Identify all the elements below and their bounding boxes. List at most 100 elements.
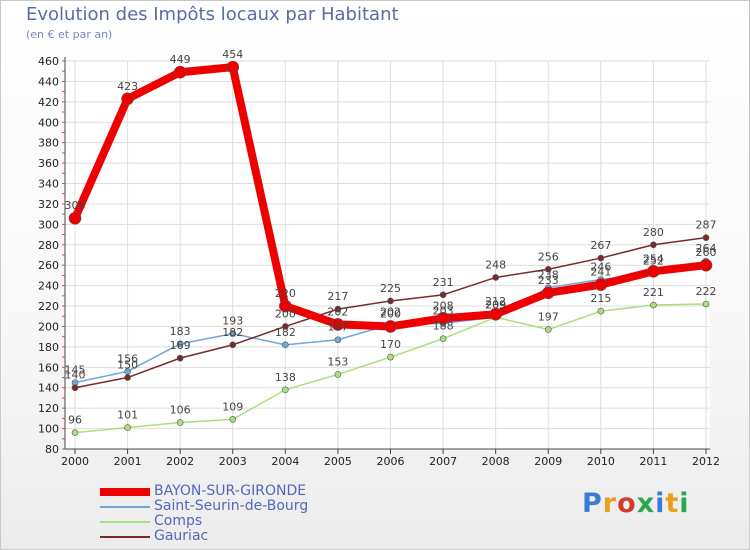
- x-tick-label: 2000: [61, 455, 89, 468]
- data-label-bayon-sur-gironde: 202: [327, 305, 348, 318]
- data-label-bayon-sur-gironde: 241: [590, 266, 611, 279]
- y-tick-label: 260: [38, 259, 59, 272]
- data-label-bayon-sur-gironde: 212: [485, 295, 506, 308]
- data-label-bayon-sur-gironde: 200: [380, 307, 401, 320]
- data-label-comps: 138: [275, 371, 296, 384]
- data-label-bayon-sur-gironde: 254: [643, 252, 664, 265]
- data-point-gauriac: [176, 354, 184, 362]
- data-label-comps: 106: [170, 403, 191, 416]
- legend-swatch-bayon: [100, 488, 150, 496]
- grid-layer: [65, 60, 710, 450]
- logo-letter: P: [582, 488, 603, 519]
- data-point-bayon-sur-gironde: [594, 278, 608, 291]
- y-tick-label: 180: [38, 341, 59, 354]
- x-tick-label: 2001: [114, 455, 142, 468]
- data-point-comps: [387, 353, 394, 361]
- data-label-gauriac: 267: [590, 239, 611, 252]
- data-point-bayon-sur-gironde: [279, 299, 292, 313]
- legend-item-gauriac[interactable]: Gauriac: [100, 528, 360, 545]
- data-point-bayon-sur-gironde: [489, 307, 502, 321]
- y-tick-label: 80: [45, 443, 59, 456]
- data-label-saint-seurin-de-bourg: 202: [380, 305, 401, 318]
- data-point-bayon-sur-gironde: [436, 312, 450, 325]
- y-tick-label: 120: [38, 402, 59, 415]
- legend-swatch-saint-seurin: [100, 506, 150, 508]
- y-tick-label: 360: [38, 157, 59, 170]
- data-point-gauriac: [282, 323, 289, 330]
- chart-title: Evolution des Impôts locaux par Habitant: [26, 4, 399, 25]
- legend-item-comps[interactable]: Comps: [100, 514, 360, 530]
- data-label-saint-seurin-de-bourg: 246: [590, 261, 611, 274]
- data-label-saint-seurin-de-bourg: 183: [170, 325, 191, 338]
- proxiti-logo: Proxiti: [582, 488, 690, 519]
- legend-label-gauriac: Gauriac: [154, 528, 209, 544]
- data-point-bayon-sur-gironde: [699, 258, 713, 272]
- y-tick-label: 420: [38, 96, 59, 109]
- data-label-gauriac: 217: [327, 290, 348, 303]
- data-label-saint-seurin-de-bourg: 209: [485, 298, 506, 311]
- data-point-gauriac: [229, 341, 237, 349]
- data-point-gauriac: [544, 265, 552, 273]
- y-tick-label: 400: [38, 116, 59, 129]
- data-label-comps: 209: [485, 298, 506, 311]
- data-label-bayon-sur-gironde: 260: [696, 246, 717, 259]
- y-tick-label: 160: [38, 361, 59, 374]
- y-tick-label: 320: [38, 198, 59, 211]
- data-point-bayon-sur-gironde: [173, 65, 187, 79]
- data-label-comps: 222: [696, 285, 717, 298]
- data-point-gauriac: [334, 305, 342, 313]
- data-point-comps: [176, 419, 184, 426]
- data-point-comps: [702, 300, 710, 308]
- x-tick-label: 2008: [482, 455, 510, 468]
- data-label-saint-seurin-de-bourg: 203: [433, 304, 454, 317]
- data-label-gauriac: 256: [538, 250, 559, 263]
- y-tick-label: 140: [38, 382, 59, 395]
- data-point-comps: [282, 386, 289, 394]
- legend-item-bayon[interactable]: BAYON-SUR-GIRONDE: [100, 484, 360, 500]
- data-label-saint-seurin-de-bourg: 182: [275, 326, 296, 339]
- data-label-comps: 215: [590, 292, 611, 305]
- x-tick-label: 2006: [377, 455, 405, 468]
- y-tick-label: 220: [38, 300, 59, 313]
- data-label-bayon-sur-gironde: 208: [433, 299, 454, 312]
- data-point-comps: [71, 429, 79, 436]
- data-label-gauriac: 200: [275, 307, 296, 320]
- data-label-comps: 197: [538, 311, 559, 324]
- data-point-comps: [229, 416, 237, 423]
- logo-letter: o: [617, 488, 637, 519]
- data-label-comps: 101: [117, 409, 138, 422]
- legend-swatch-gauriac: [100, 536, 150, 538]
- data-label-gauriac: 150: [117, 359, 138, 372]
- data-point-gauriac: [492, 274, 499, 281]
- data-label-bayon-sur-gironde: 454: [222, 48, 243, 61]
- data-label-bayon-sur-gironde: 423: [117, 80, 138, 93]
- data-label-gauriac: 280: [643, 226, 664, 239]
- data-point-comps: [650, 301, 657, 309]
- data-point-comps: [124, 424, 131, 431]
- x-tick-label: 2007: [429, 455, 457, 468]
- x-tick-label: 2005: [324, 455, 352, 468]
- data-label-comps: 221: [643, 286, 664, 299]
- data-label-bayon-sur-gironde: 233: [538, 274, 559, 287]
- data-point-saint-seurin-de-bourg: [282, 341, 289, 349]
- data-label-comps: 109: [222, 400, 243, 413]
- data-point-gauriac: [702, 234, 710, 241]
- data-point-gauriac: [124, 374, 131, 381]
- data-point-bayon-sur-gironde: [384, 320, 397, 333]
- data-point-bayon-sur-gironde: [647, 265, 660, 278]
- data-label-bayon-sur-gironde: 220: [275, 287, 296, 300]
- plot-area: [65, 61, 710, 449]
- y-tick-label: 240: [38, 280, 59, 293]
- data-point-bayon-sur-gironde: [541, 286, 555, 300]
- data-label-saint-seurin-de-bourg: 193: [222, 315, 243, 328]
- data-label-saint-seurin-de-bourg: 238: [538, 269, 559, 282]
- data-label-saint-seurin-de-bourg: 264: [696, 242, 717, 255]
- data-point-saint-seurin-de-bourg: [176, 340, 184, 348]
- y-tick-label: 300: [38, 218, 59, 231]
- data-point-gauriac: [71, 384, 79, 392]
- data-point-bayon-sur-gironde: [68, 211, 82, 225]
- data-point-gauriac: [439, 291, 447, 299]
- data-point-comps: [544, 326, 552, 333]
- data-label-saint-seurin-de-bourg: 252: [643, 254, 664, 267]
- legend-item-saint-seurin[interactable]: Saint-Seurin-de-Bourg: [100, 499, 360, 515]
